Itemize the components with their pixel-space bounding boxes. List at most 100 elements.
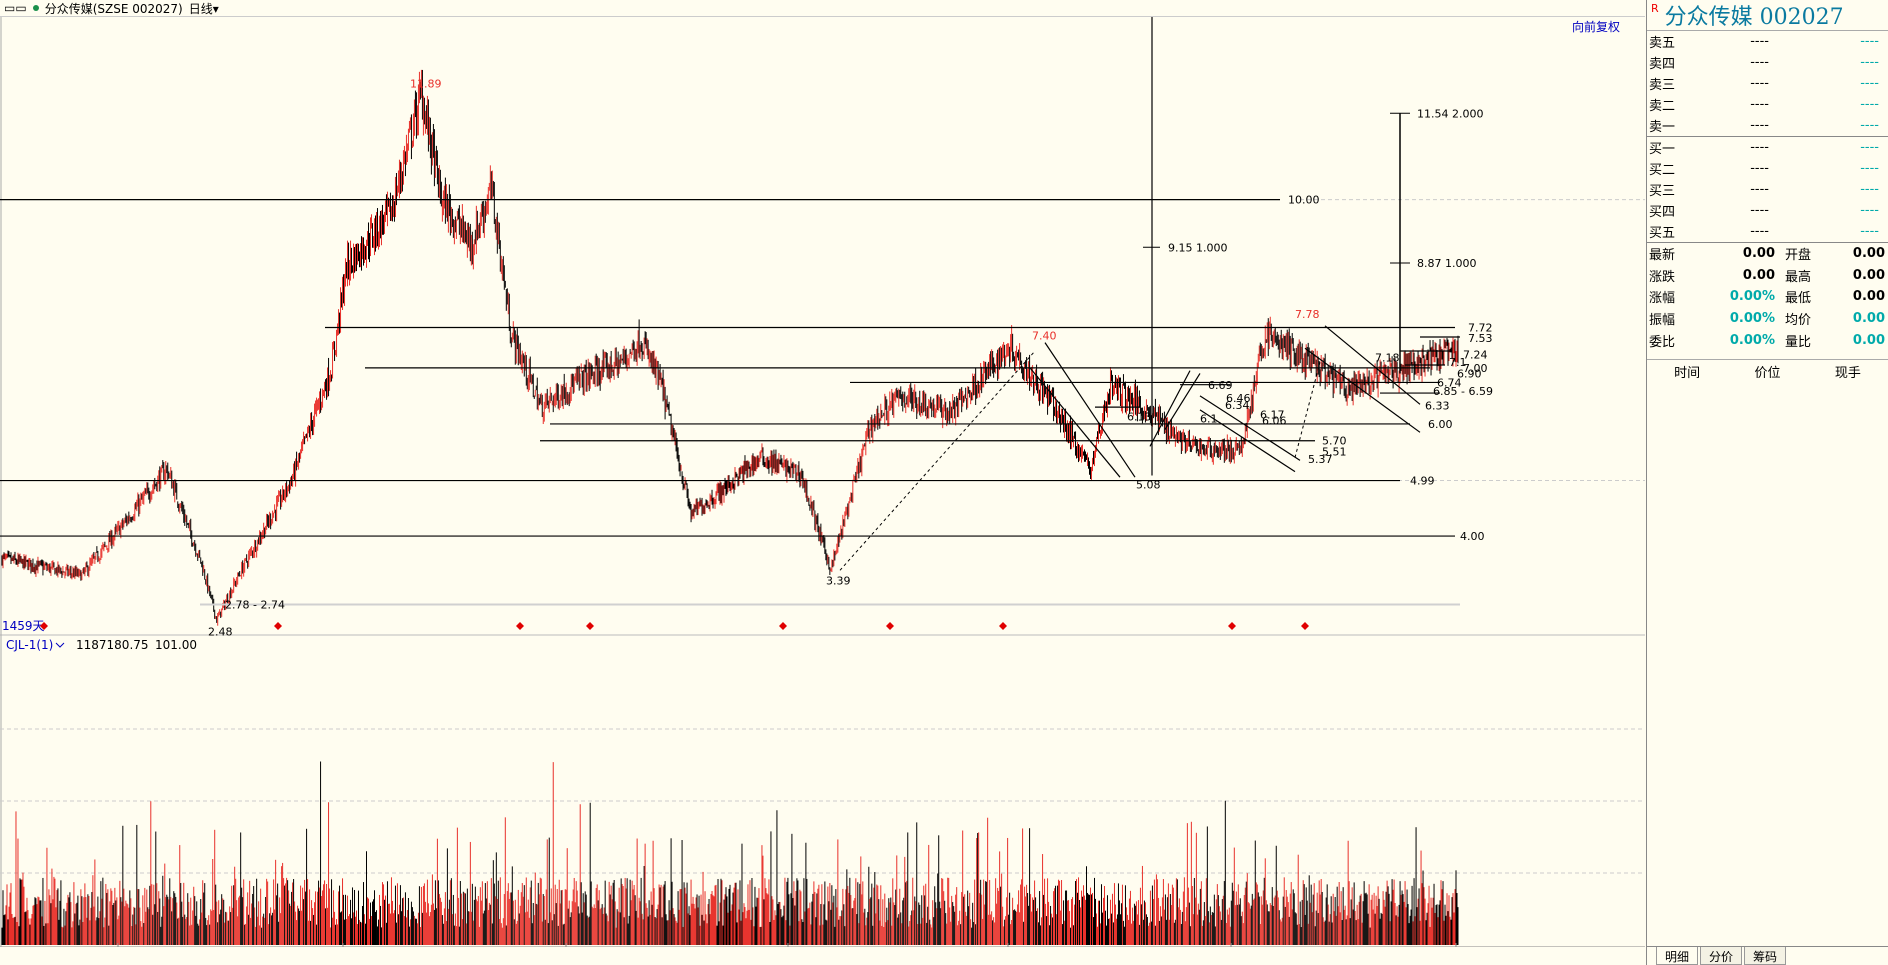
- chart-area[interactable]: 10.00 7.72 6.00 4.99 4.00 11.89 7.40 7.78 2.48 2.…: [0, 17, 1645, 964]
- tick-header: 时间 价位 现手: [1647, 358, 1888, 384]
- quote-value: 0.00: [1742, 246, 1775, 262]
- channel-line: [1324, 325, 1421, 405]
- price-annotation: 5.37: [1308, 453, 1333, 466]
- order-price: ----: [1750, 118, 1769, 133]
- order-price: ----: [1750, 161, 1769, 176]
- order-book-row: 买三 ---- ----: [1647, 179, 1888, 200]
- volume-indicator-label: CJL-1(1): [6, 638, 53, 652]
- kline-chart[interactable]: 10.00 7.72 6.00 4.99 4.00 11.89 7.40 7.78 2.48 2.…: [0, 17, 1645, 964]
- quote-value: 0.00: [1852, 332, 1885, 348]
- quote-label: 开盘: [1785, 248, 1812, 264]
- order-volume: ----: [1860, 203, 1879, 218]
- fuquan-button[interactable]: 向前复权: [1572, 20, 1621, 34]
- price-annotation: 3.39: [826, 574, 851, 587]
- order-volume: ----: [1860, 97, 1879, 112]
- order-book-row: 卖二 ---- ----: [1647, 94, 1888, 115]
- quote-value: 0.00: [1852, 311, 1885, 327]
- order-price: ----: [1750, 140, 1769, 155]
- signal-diamond-icon: [586, 622, 594, 630]
- order-volume: ----: [1860, 34, 1879, 49]
- quote-label: 最高: [1785, 269, 1812, 285]
- tab-detail[interactable]: 明细: [1656, 947, 1699, 965]
- volume-series: [1, 761, 1459, 945]
- stock-label: 分众传媒(SZSE 002027): [44, 1, 183, 16]
- order-price: ----: [1750, 97, 1769, 112]
- channel-line: [1164, 373, 1201, 430]
- tick-header-volume: 现手: [1834, 366, 1861, 382]
- level-label-772: 7.72: [1468, 321, 1493, 334]
- tab-price-dist[interactable]: 分价: [1700, 947, 1743, 965]
- order-book-row: 卖四 ---- ----: [1647, 52, 1888, 73]
- price-annotation: 5.51: [1322, 445, 1347, 458]
- order-level-label: 买四: [1649, 205, 1676, 220]
- price-annotation: 7.00: [1463, 362, 1488, 375]
- stock-title: 分众传媒 002027: [1664, 5, 1844, 30]
- quote-row: 振幅 0.00% 均价 0.00: [1647, 308, 1888, 330]
- price-annotation: 6.13: [1127, 411, 1152, 424]
- signal-diamond-icon: [1228, 622, 1236, 630]
- volume-value-2: 101.00: [155, 638, 197, 652]
- price-annotation: 2.48: [208, 625, 233, 638]
- price-annotation: 6.34: [1225, 399, 1250, 412]
- order-volume: ----: [1860, 224, 1879, 239]
- quote-label: 委比: [1649, 334, 1676, 350]
- level-label-600: 6.00: [1428, 418, 1453, 431]
- order-price: ----: [1750, 34, 1769, 49]
- order-book-row: 买四 ---- ----: [1647, 200, 1888, 221]
- r-mark: R: [1651, 2, 1659, 15]
- order-price: ----: [1750, 76, 1769, 91]
- quote-value: 0.00: [1742, 267, 1775, 283]
- days-label: 1459天: [2, 619, 45, 633]
- order-book-row: 买五 ---- ----: [1647, 221, 1888, 242]
- price-annotation: 6.74: [1437, 376, 1462, 389]
- quote-title: R 分众传媒 002027: [1647, 0, 1888, 31]
- quote-label: 涨幅: [1649, 291, 1676, 307]
- quote-table: 最新 0.00 开盘 0.00 涨跌 0.00 最高 0.00 涨幅 0.00% 最低 0.00 振幅 0…: [1647, 242, 1888, 351]
- order-volume: ----: [1860, 118, 1879, 133]
- window-icon[interactable]: ▭▭: [4, 1, 27, 15]
- quote-label: 均价: [1785, 313, 1812, 329]
- price-annotation: 5.70: [1322, 435, 1347, 448]
- order-level-label: 卖五: [1649, 36, 1676, 51]
- order-volume: ----: [1860, 76, 1879, 91]
- quote-label: 振幅: [1649, 313, 1676, 329]
- chevron-down-icon: ▾: [212, 1, 219, 16]
- channel-line: [1149, 370, 1191, 447]
- price-annotation: 6.46: [1226, 392, 1251, 405]
- signal-diamond-icon: [1301, 622, 1309, 630]
- channel-line: [1044, 342, 1136, 478]
- channel-line: [1304, 347, 1421, 433]
- quote-value: 0.00%: [1729, 289, 1775, 305]
- period-label: 日线: [188, 1, 213, 16]
- quote-value: 0.00: [1852, 267, 1885, 283]
- level-label-499: 4.99: [1410, 475, 1435, 488]
- level-label-400: 4.00: [1460, 530, 1485, 543]
- quote-row: 涨幅 0.00% 最低 0.00: [1647, 286, 1888, 308]
- price-annotation: 7.78: [1295, 308, 1320, 321]
- channel-line: [1199, 409, 1296, 473]
- signal-diamond-icon: [886, 622, 894, 630]
- price-annotation: 11.89: [410, 78, 442, 91]
- order-level-label: 买二: [1649, 163, 1676, 178]
- trend-dashed-line: [839, 350, 1036, 571]
- quote-label: 最新: [1649, 248, 1676, 264]
- signal-diamond-icon: [274, 622, 282, 630]
- quote-label: 涨跌: [1649, 269, 1676, 285]
- quote-label: 量比: [1785, 334, 1812, 350]
- signal-diamond-icon: [40, 622, 48, 630]
- signal-diamond-icon: [516, 622, 524, 630]
- price-annotation: 7.53: [1468, 332, 1493, 345]
- price-annotation: 7.1: [1449, 356, 1467, 369]
- price-annotation: 7.18: [1375, 352, 1400, 365]
- quote-panel: R 分众传媒 002027 卖五 ---- ---- 卖四 ---- ---- 卖三 ----…: [1646, 0, 1888, 965]
- order-level-label: 卖四: [1649, 57, 1676, 72]
- order-level-label: 买五: [1649, 226, 1676, 241]
- order-book-row: 买一 ---- ----: [1647, 136, 1888, 158]
- period-select[interactable]: 日线▾: [189, 0, 219, 17]
- order-volume: ----: [1860, 140, 1879, 155]
- channel-line: [1029, 367, 1121, 478]
- order-book-row: 卖五 ---- ----: [1647, 31, 1888, 52]
- tab-chips[interactable]: 筹码: [1744, 947, 1787, 965]
- quote-value: 0.00: [1852, 289, 1885, 305]
- order-level-label: 买一: [1649, 142, 1676, 157]
